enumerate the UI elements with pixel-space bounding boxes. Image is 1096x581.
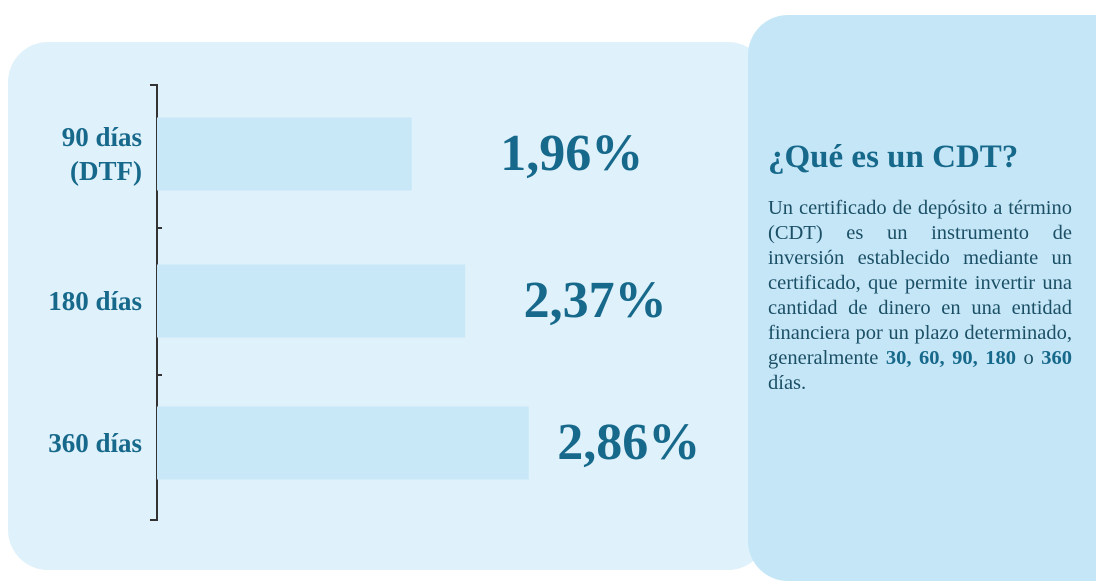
- value-label: 1,96%: [500, 125, 643, 182]
- info-highlight: 30, 60, 90, 180: [885, 347, 1017, 369]
- info-segment: días.: [768, 372, 807, 394]
- bar: [157, 264, 466, 338]
- info-text: Un certificado de depósito a término (CD…: [768, 196, 1072, 396]
- bar: [157, 406, 529, 480]
- chart: 1,96% 2,37% 2,86%: [150, 84, 700, 521]
- info-segment: Un certificado de depósito a término (CD…: [768, 197, 1072, 369]
- bar: [157, 117, 412, 191]
- value-label: 2,86%: [557, 414, 700, 471]
- info-panel: ¿Qué es un CDT? Un certificado de depósi…: [748, 15, 1096, 581]
- info-title: ¿Qué es un CDT?: [768, 139, 1019, 175]
- bracket-line: [150, 84, 158, 521]
- value-label: 2,37%: [524, 272, 667, 329]
- category-label: 180 días: [48, 286, 142, 316]
- category-label: 90 días (DTF): [61, 122, 142, 186]
- category-label: 360 días: [48, 428, 142, 458]
- info-segment: o: [1016, 347, 1042, 369]
- info-highlight: 360: [1041, 347, 1072, 369]
